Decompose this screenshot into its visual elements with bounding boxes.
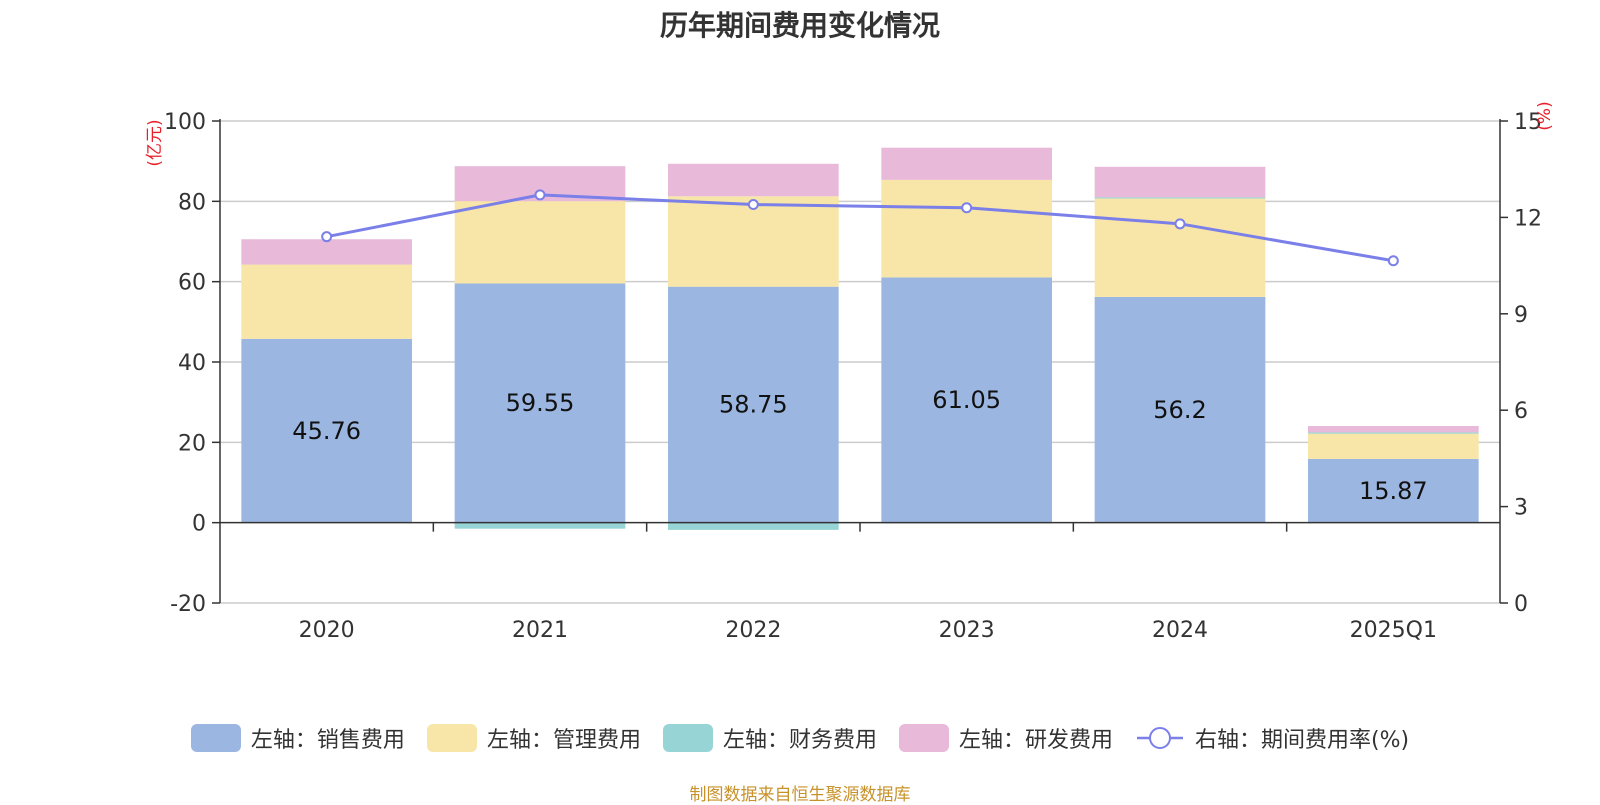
bar-左轴：研发费用-2022 — [668, 163, 839, 197]
line-point — [321, 231, 333, 243]
bar-左轴：销售费用-2022 — [668, 286, 839, 523]
bar-左轴：研发费用-2024 — [1094, 166, 1266, 198]
legend-label: 左轴：财务费用 — [722, 728, 877, 753]
right-axis-unit-label: (%) — [1535, 101, 1555, 130]
legend-label: 左轴：销售费用 — [250, 728, 405, 753]
x-axis-tick-label: 2024 — [1152, 618, 1208, 643]
legend-swatch — [662, 724, 713, 752]
source-note: 制图数据来自恒生聚源数据库 — [689, 785, 911, 805]
bar-左轴：管理费用-2020 — [241, 264, 412, 339]
right-axis-tick-label: 15 — [1514, 110, 1542, 135]
left-axis-tick-label: 0 — [192, 512, 206, 537]
right-axis-tick-label: 12 — [1514, 206, 1542, 231]
data-label: 45.76 — [292, 417, 361, 445]
bar-左轴：管理费用-2021 — [454, 201, 626, 284]
line-series — [321, 189, 1399, 267]
left-axis-tick-label: 20 — [178, 431, 206, 456]
legend-label: 左轴：研发费用 — [958, 728, 1113, 753]
right-axis-tick-label: 9 — [1514, 303, 1528, 328]
legend-swatch — [190, 724, 241, 752]
axes: -20 0 20 40 60 80 100 0 3 6 9 12 15 2020 2021 2022 2023 2… — [164, 110, 1542, 643]
data-label: 58.75 — [719, 391, 788, 419]
legend-item[interactable]: 左轴：财务费用 — [662, 722, 877, 754]
line-point — [1387, 255, 1399, 267]
legend-item[interactable]: 左轴：管理费用 — [426, 722, 641, 754]
x-axis-tick-label: 2023 — [939, 618, 995, 643]
line-point — [534, 189, 546, 201]
legend-item[interactable]: 左轴：研发费用 — [898, 722, 1113, 754]
line-右轴：期间费用率(%) — [326, 193, 1394, 263]
bar-左轴：管理费用-2025Q1 — [1308, 433, 1479, 459]
bar-左轴：研发费用-2020 — [241, 239, 412, 265]
bar-左轴：管理费用-2024 — [1094, 198, 1266, 297]
legend-label: 右轴：期间费用率(%) — [1194, 728, 1410, 753]
chart-title: 历年期间费用变化情况 — [659, 9, 940, 42]
legend-label: 左轴：管理费用 — [486, 728, 641, 753]
legend-swatch — [426, 724, 477, 752]
x-axis-tick-label: 2020 — [299, 618, 355, 643]
legend-item[interactable]: 右轴：期间费用率(%) — [1135, 722, 1409, 754]
line-point — [747, 199, 759, 211]
bar-series — [241, 147, 1479, 530]
bar-左轴：销售费用-2024 — [1094, 296, 1266, 523]
bar-左轴：销售费用-2023 — [881, 277, 1052, 523]
data-label: 56.2 — [1153, 396, 1206, 424]
data-label: 59.55 — [506, 389, 575, 417]
legend-line-icon — [1136, 727, 1183, 749]
right-axis-tick-label: 3 — [1514, 496, 1528, 521]
x-axis-tick-label: 2025Q1 — [1350, 618, 1437, 643]
left-axis-tick-label: 100 — [164, 110, 206, 135]
data-label: 61.05 — [932, 386, 1001, 414]
legend-swatch — [898, 724, 949, 752]
bar-左轴：管理费用-2023 — [881, 179, 1052, 278]
left-axis-tick-label: 40 — [178, 351, 206, 376]
x-axis-tick-label: 2022 — [725, 618, 781, 643]
legend-item[interactable]: 左轴：销售费用 — [190, 722, 405, 754]
right-axis-tick-label: 6 — [1514, 399, 1528, 424]
bar-左轴：财务费用-2025Q1 — [1308, 432, 1479, 434]
bar-左轴：销售费用-2025Q1 — [1308, 458, 1479, 523]
line-point — [961, 202, 973, 214]
line-point — [1174, 218, 1186, 230]
bar-左轴：研发费用-2023 — [881, 147, 1052, 180]
bar-左轴：管理费用-2022 — [668, 196, 839, 287]
grid-lines — [220, 120, 1500, 604]
bar-左轴：财务费用-2021 — [454, 522, 626, 529]
data-label: 15.87 — [1359, 477, 1428, 505]
left-axis-tick-label: 80 — [178, 190, 206, 215]
left-axis-tick-label: -20 — [170, 592, 206, 617]
bar-左轴：财务费用-2024 — [1094, 197, 1266, 199]
left-axis-tick-label: 60 — [178, 271, 206, 296]
bar-左轴：财务费用-2022 — [668, 522, 839, 530]
right-axis-tick-label: 0 — [1514, 592, 1528, 617]
bar-左轴：研发费用-2025Q1 — [1308, 425, 1479, 433]
data-labels: 45.76 59.55 58.75 61.05 56.2 15.87 — [292, 386, 1427, 505]
bar-左轴：销售费用-2020 — [241, 338, 412, 523]
chart-legend: 左轴：销售费用 左轴：管理费用 左轴：财务费用 左轴：研发费用 右轴：期间费用率(%) — [0, 722, 1600, 754]
bar-左轴：销售费用-2021 — [454, 283, 626, 523]
x-axis-tick-label: 2021 — [512, 618, 568, 643]
left-axis-unit-label: (亿元) — [145, 119, 165, 166]
